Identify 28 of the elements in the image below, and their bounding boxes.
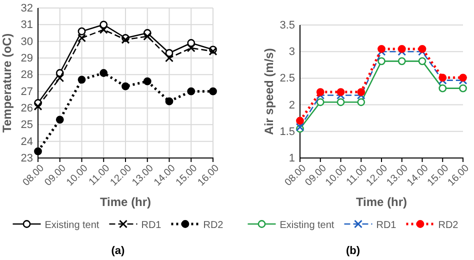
y-tick-label: 1.5 bbox=[280, 126, 295, 138]
y-tick-label: 27 bbox=[20, 86, 33, 98]
legend-label: RD1 bbox=[376, 220, 397, 231]
x-axis-title: Time (hr) bbox=[356, 195, 408, 209]
y-tick-label: 29 bbox=[20, 52, 33, 65]
y-tick-label: 3.5 bbox=[280, 20, 295, 32]
y-tick-label: 26 bbox=[20, 102, 33, 115]
y-tick-label: 32 bbox=[20, 2, 33, 15]
y-tick-label: 28 bbox=[20, 69, 33, 82]
y-tick-label: 25 bbox=[20, 119, 33, 132]
legend-label: Existing tent bbox=[44, 220, 100, 231]
x-axis-title: Time (hr) bbox=[100, 195, 152, 209]
text: (a) bbox=[111, 245, 126, 257]
legend-label: Existing tent bbox=[280, 220, 334, 231]
y-tick-label: 23 bbox=[20, 152, 33, 165]
y-tick-label: 31 bbox=[20, 19, 33, 32]
y-tick-label: 2 bbox=[288, 99, 295, 112]
y-tick-label: 1 bbox=[288, 152, 295, 165]
y-tick-label: 2.5 bbox=[280, 72, 295, 85]
text: (b) bbox=[346, 245, 360, 257]
y-axis-title: Temperature (oC) bbox=[0, 33, 14, 133]
legend-label: RD1 bbox=[141, 220, 162, 231]
y-axis-title: Air speed (m/s) bbox=[262, 48, 276, 135]
legend-label: RD2 bbox=[203, 220, 224, 231]
legend-label: RD2 bbox=[438, 220, 459, 231]
y-tick-label: 24 bbox=[20, 136, 33, 148]
y-tick-label: 30 bbox=[20, 36, 33, 48]
y-tick-label: 3 bbox=[288, 46, 295, 58]
